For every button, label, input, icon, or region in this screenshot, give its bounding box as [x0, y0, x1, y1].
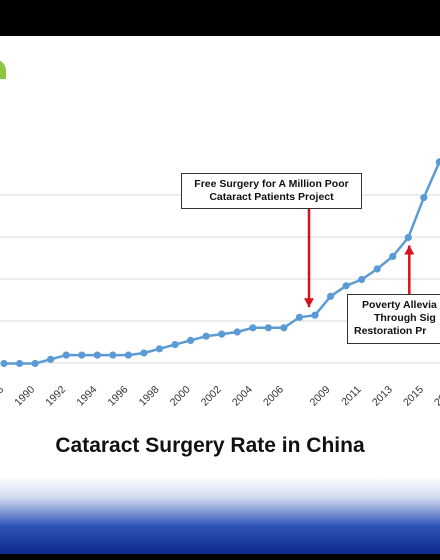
data-point	[233, 328, 241, 336]
data-point	[311, 311, 319, 319]
x-tick-label: 1996	[106, 384, 131, 409]
data-point	[0, 359, 8, 368]
slide: 1988 1990 1992 1994 1996 1998 2000 2002 2004 2006…	[0, 36, 440, 554]
chart-title: Cataract Surgery Rate in China	[55, 434, 365, 457]
annotation-free-surgery: Free Surgery for A Million Poor Cataract…	[181, 173, 362, 209]
x-tick-label: 2004	[230, 384, 255, 409]
annotation-line: Cataract Patients Project	[209, 191, 334, 203]
annotation-line: Through Sig	[374, 312, 436, 324]
annotation-poverty-alleviation: Poverty Allevia Through Sig Restoration …	[347, 294, 440, 344]
x-tick-label: 1990	[12, 384, 37, 409]
x-tick-label: 2002	[199, 384, 224, 409]
data-point	[218, 330, 226, 338]
data-point	[62, 351, 70, 359]
data-point	[124, 351, 132, 359]
annotation-line: Restoration Pr	[354, 325, 427, 337]
data-point	[47, 355, 55, 363]
bottom-bar	[0, 554, 440, 560]
annotation-line: Poverty Allevia	[362, 299, 437, 311]
data-point	[280, 324, 288, 332]
x-tick-labels: 1988 1990 1992 1994 1996 1998 2000 2002 2004 2006…	[0, 384, 440, 409]
annotation-arrows	[304, 209, 415, 308]
data-point	[373, 265, 381, 273]
arrow-head	[404, 245, 415, 255]
annotation-line: Free Surgery for A Million Poor	[194, 178, 349, 190]
data-point	[78, 351, 86, 359]
x-tick-label: 2006	[261, 384, 286, 409]
data-point	[342, 282, 350, 290]
x-tick-label: 2017	[432, 384, 440, 409]
line-chart: 1988 1990 1992 1994 1996 1998 2000 2002 2004 2006…	[0, 158, 440, 409]
data-point	[249, 324, 257, 332]
data-point	[109, 351, 117, 359]
data-point	[295, 313, 304, 321]
data-point	[420, 194, 428, 202]
data-point	[326, 292, 335, 300]
data-point	[187, 336, 195, 344]
x-tick-label: 2015	[401, 384, 426, 409]
data-point	[15, 359, 24, 368]
x-tick-label: 2009	[308, 384, 333, 409]
arrow-head	[304, 298, 314, 308]
x-tick-label: 2013	[370, 384, 395, 409]
x-tick-label: 1988	[0, 384, 6, 409]
data-point	[31, 359, 39, 368]
data-point	[264, 324, 272, 332]
data-point	[202, 332, 210, 340]
data-point	[171, 341, 179, 349]
x-tick-label: 2000	[168, 384, 193, 409]
logo-leaf-icon	[0, 59, 6, 79]
series-group	[0, 158, 440, 368]
x-tick-label: 1994	[74, 384, 99, 409]
x-tick-label: 1992	[43, 384, 68, 409]
x-tick-label: 1998	[137, 384, 162, 409]
data-point	[358, 275, 366, 284]
data-point	[140, 349, 148, 357]
data-point	[435, 158, 440, 166]
data-point	[404, 233, 412, 242]
data-point	[93, 351, 101, 359]
x-tick-label: 2011	[339, 384, 364, 409]
data-point	[389, 252, 397, 260]
data-point	[155, 345, 164, 353]
